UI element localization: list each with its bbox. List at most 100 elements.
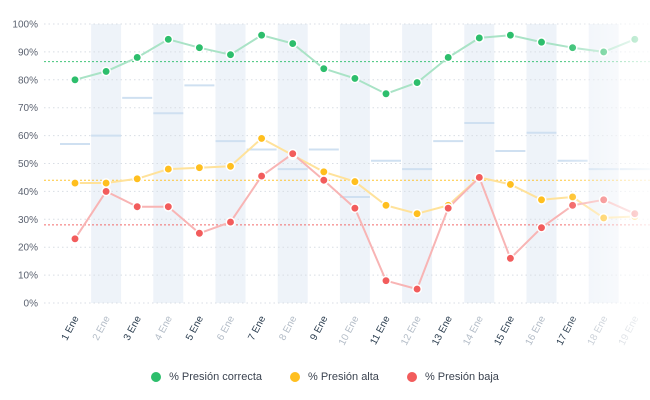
data-point [194,228,205,239]
data-point [256,171,267,182]
data-point [225,217,236,228]
data-point [101,186,112,197]
column-band [464,24,495,303]
data-point [598,212,609,223]
data-point [474,172,485,183]
data-point [132,173,143,184]
data-point [349,203,360,214]
data-point [163,34,174,45]
data-point [412,77,423,88]
data-point [287,38,298,49]
y-tick-label: 50% [18,159,38,170]
x-tick-label: 19 Ene [617,314,642,348]
x-tick-label: 18 Ene [586,314,611,348]
data-point [225,161,236,172]
y-tick-label: 20% [18,243,38,254]
data-point [349,73,360,84]
data-point [412,208,423,219]
legend-item-baja[interactable]: % Presión baja [406,366,499,388]
x-tick-label: 7 Ene [246,314,268,343]
x-tick-label: 11 Ene [368,314,392,347]
x-tick-label: 17 Ene [555,314,580,348]
data-point [505,253,516,264]
data-point [132,201,143,212]
y-tick-label: 70% [18,103,38,114]
legend-dot-alta [290,372,300,382]
data-point [412,284,423,294]
data-point [194,162,205,173]
y-tick-label: 10% [18,271,38,282]
legend-item-alta[interactable]: % Presión alta [290,366,379,388]
data-point [132,52,143,63]
x-tick-label: 15 Ene [492,314,517,348]
x-tick-label: 16 Ene [524,314,549,348]
data-point [101,66,112,77]
y-tick-label: 100% [12,20,38,31]
x-axis: 1 Ene 2 Ene 3 Ene 4 Ene 5 Ene 6 Ene 7 Ene 8 Ene… [60,314,642,348]
legend-label-correcta: % Presión correcta [169,371,262,383]
data-point [256,133,267,144]
y-axis: 0% 10% 20% 30% 40% 50% 60% 70% 80% 90% 100% [12,20,38,310]
data-point [598,46,609,57]
x-tick-label: 4 Ene [153,314,175,343]
data-point [163,201,174,212]
data-point [505,30,516,41]
data-point [101,178,112,188]
data-point [567,42,578,53]
gridlines [44,23,650,304]
x-tick-label: 3 Ene [122,314,144,343]
x-tick-label: 6 Ene [215,314,237,343]
data-point [474,33,485,43]
x-tick-label: 8 Ene [277,314,299,343]
data-point [381,200,391,211]
data-point [381,88,391,99]
y-tick-label: 60% [18,131,38,142]
data-point [256,30,267,41]
x-tick-label: 10 Ene [337,314,362,348]
data-point [629,34,640,45]
data-point [598,194,609,205]
data-point [536,222,547,233]
y-tick-label: 30% [18,215,38,226]
data-point [225,49,236,60]
data-point [194,42,205,53]
data-point [536,37,547,48]
data-point [629,208,640,219]
data-point [70,74,80,85]
data-point [318,166,329,177]
data-point [70,233,80,244]
x-tick-label: 5 Ene [184,314,206,343]
column-band [153,24,184,303]
legend-label-baja: % Presión baja [424,371,499,383]
reference-lines [44,61,650,226]
legend-label-alta: % Presión alta [308,371,379,383]
data-point [287,148,298,159]
data-point [536,194,547,205]
y-tick-label: 0% [24,299,39,310]
y-tick-label: 90% [18,47,38,58]
x-tick-label: 13 Ene [430,314,455,348]
data-point [70,178,80,188]
data-point [318,63,329,74]
data-point [567,192,578,202]
x-tick-label: 9 Ene [308,314,330,343]
data-point [163,164,174,175]
y-tick-label: 80% [18,75,38,86]
data-point [505,179,516,190]
data-point [443,52,454,63]
data-point [318,175,329,186]
x-tick-label: 1 Ene [60,314,82,343]
x-tick-label: 14 Ene [461,314,486,348]
x-tick-label: 12 Ene [399,314,424,348]
data-point [349,176,360,187]
legend-dot-correcta [151,372,162,382]
data-point [381,275,391,286]
data-point [567,200,578,211]
legend: % Presión correcta % Presión alta % Pres… [0,366,650,388]
x-tick-label: 2 Ene [91,314,113,343]
legend-item-correcta[interactable]: % Presión correcta [151,366,262,388]
legend-dot-baja [406,372,417,382]
y-tick-label: 40% [18,187,38,198]
data-point [443,203,454,214]
